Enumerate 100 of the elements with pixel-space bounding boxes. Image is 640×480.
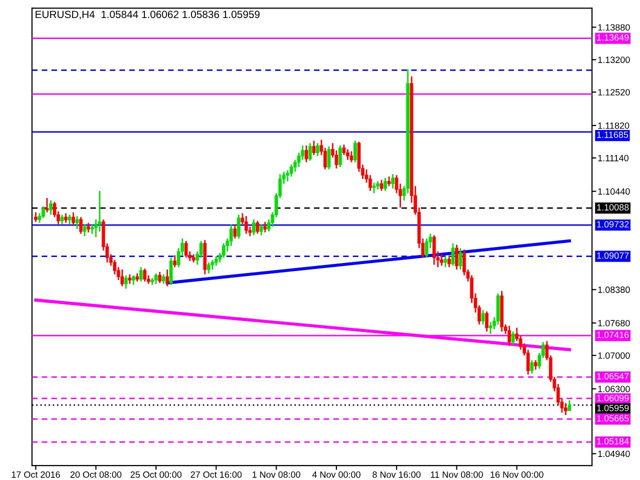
candlestick (316, 142, 320, 157)
y-tick-label: 1.07680 (598, 320, 630, 326)
candlestick (304, 144, 308, 163)
y-tick-label: 1.10440 (598, 188, 630, 195)
candlestick (290, 164, 293, 178)
candlestick (312, 140, 316, 156)
candlestick (132, 274, 136, 286)
candlestick (162, 274, 166, 285)
y-tick-label: 1.13200 (598, 56, 630, 64)
candlestick (440, 254, 444, 266)
candlestick (75, 215, 79, 230)
x-tick-label: 4 Nov 00:00 (312, 471, 360, 478)
candlestick (49, 200, 52, 216)
candlestick (210, 259, 214, 270)
candlestick (139, 266, 143, 282)
candlestick (350, 150, 354, 163)
candlestick (143, 268, 146, 282)
candlestick (564, 402, 568, 416)
candlestick (338, 144, 342, 168)
x-tick-label: 17 Oct 2016 (12, 471, 60, 478)
candlestick (86, 222, 90, 234)
x-tick-label: 11 Nov 08:00 (430, 471, 483, 478)
candlestick (568, 399, 572, 412)
candlestick (60, 214, 64, 225)
candlestick (534, 359, 538, 370)
ref-line-label: 1.11685 (597, 132, 628, 138)
candlestick (354, 140, 357, 163)
candlestick (432, 234, 436, 266)
candlestick (488, 321, 492, 335)
candlestick (451, 242, 455, 266)
candlestick (308, 142, 312, 162)
candlestick (260, 224, 263, 236)
ref-line-label: 1.05665 (597, 415, 629, 422)
ref-line-label: 1.10088 (597, 204, 629, 211)
ref-line-label: 1.09732 (597, 221, 629, 228)
y-tick-label: 1.07000 (598, 352, 630, 359)
candlestick (263, 221, 267, 234)
y-tick-label: 1.08380 (598, 286, 630, 293)
candlestick (327, 146, 331, 170)
candlestick (530, 359, 534, 374)
candlestick (128, 274, 132, 285)
candlestick (214, 256, 218, 266)
y-tick-label: 1.13880 (598, 24, 630, 31)
candlestick (481, 309, 485, 326)
candlestick (222, 242, 226, 258)
candlestick (380, 179, 384, 192)
candlestick (346, 148, 350, 161)
candlestick (90, 224, 94, 234)
ref-line-label: 1.05959 (597, 404, 629, 412)
x-tick-label: 16 Nov 00:00 (490, 471, 544, 478)
candlestick (458, 247, 462, 270)
candlestick (45, 197, 49, 214)
x-tick-label: 1 Nov 08:00 (252, 471, 300, 478)
candlestick (184, 240, 188, 258)
ref-line-label: 1.06099 (597, 394, 629, 402)
candlestick (508, 325, 511, 347)
x-tick-label: 25 Oct 00:00 (130, 471, 182, 478)
candlestick (173, 254, 176, 268)
candlestick (391, 173, 394, 190)
candlestick (424, 238, 428, 258)
candlestick (34, 212, 38, 223)
candlestick (387, 176, 391, 187)
candlestick (42, 206, 45, 219)
y-tick-label: 1.11820 (598, 122, 630, 129)
candlestick (252, 218, 256, 236)
candlestick (511, 330, 515, 346)
candlestick (120, 268, 124, 287)
y-tick-label: 1.06300 (598, 386, 630, 392)
candlestick (79, 216, 83, 234)
ref-line-label: 1.09077 (597, 252, 629, 259)
candlestick (372, 182, 376, 194)
ref-line-label: 1.06547 (597, 373, 629, 380)
candlestick (166, 268, 169, 287)
x-tick-label: 8 Nov 16:00 (372, 471, 421, 478)
candlestick (206, 262, 210, 274)
y-tick-label: 1.12520 (598, 89, 630, 96)
candlestick (82, 224, 86, 237)
candlestick (68, 214, 72, 225)
ref-line-label: 1.13649 (597, 34, 629, 41)
candlestick (237, 214, 240, 240)
candlestick (485, 310, 488, 332)
candlestick (455, 244, 458, 270)
candlestick (444, 256, 448, 268)
ref-line-label: 1.05184 (597, 438, 629, 444)
candlestick (169, 256, 173, 286)
candlestick (233, 224, 237, 240)
y-tick-label: 1.04940 (598, 450, 630, 458)
candlestick (72, 212, 76, 226)
candlestick (342, 144, 346, 156)
chart-title: EURUSD,H4 1.05844 1.06062 1.05836 1.05959 (36, 10, 260, 20)
candlestick (244, 215, 248, 234)
candlestick (154, 272, 158, 285)
ref-line-label: 1.07416 (597, 332, 629, 338)
x-tick-label: 27 Oct 16:00 (190, 471, 242, 478)
candlestick (384, 177, 387, 192)
candlestick (448, 254, 451, 268)
candlestick (64, 212, 68, 224)
candlestick (158, 271, 162, 284)
x-tick-label: 20 Oct 08:00 (70, 471, 122, 478)
y-tick-label: 1.11140 (598, 154, 629, 162)
